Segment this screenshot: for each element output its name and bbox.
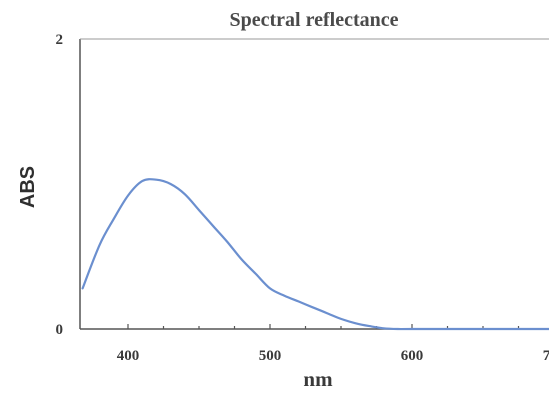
x-axis-label: nm: [303, 367, 333, 391]
y-tick-label: 0: [56, 322, 64, 338]
x-tick-label: 600: [401, 348, 424, 364]
y-axis-label: ABS: [17, 166, 39, 208]
y-tick-label: 2: [56, 32, 64, 48]
chart-tick-labels: 400 500 600 700 0 2: [56, 32, 549, 364]
chart-axes: [79, 38, 549, 330]
x-tick-label: 400: [117, 348, 140, 364]
x-tick-label: 500: [259, 348, 282, 364]
chart-title: Spectral reflectance: [230, 9, 399, 31]
absorbance-series-line: [81, 178, 549, 331]
chart-series: [81, 178, 549, 331]
x-tick-label: 700: [543, 348, 549, 364]
